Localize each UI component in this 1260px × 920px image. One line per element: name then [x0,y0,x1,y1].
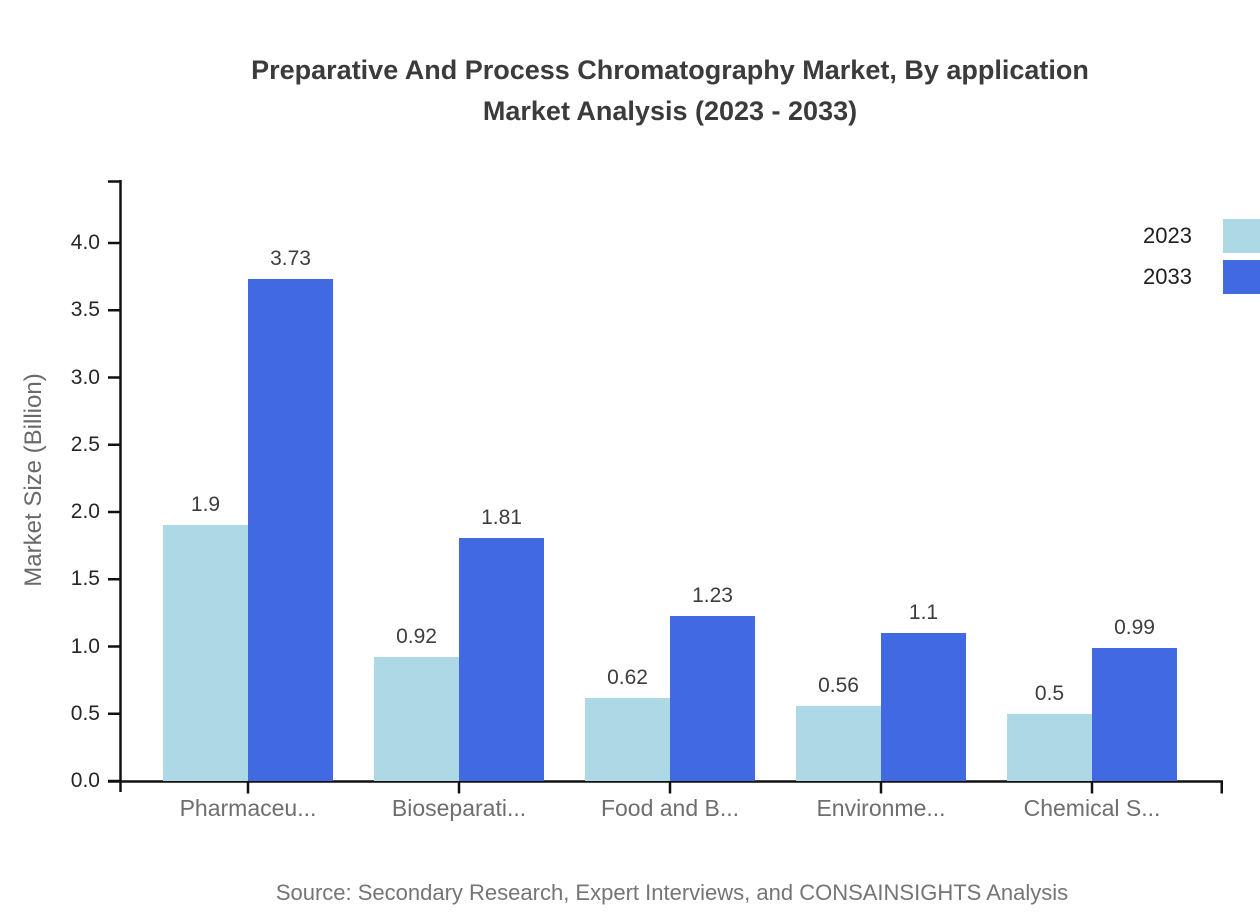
chart-title-line2: Market Analysis (2023 - 2033) [482,96,858,126]
x-tick-label: Chemical S... [1023,795,1161,821]
bar-2033-bioseparati [459,538,544,781]
bar-2033-environme [881,633,966,781]
x-tick-label: Environme... [816,795,946,821]
bar-value-label: 0.5 [1034,682,1065,705]
bar-value-label: 0.62 [607,666,648,689]
bar-2023-foodandb [585,698,670,781]
bar-2023-bioseparati [374,657,459,781]
bar-value-label: 0.92 [396,625,437,648]
y-tick-label: 1.5 [70,567,100,591]
bar-2023-pharmaceu [163,525,248,781]
legend-swatch-2033 [1223,260,1260,294]
legend-item-2023: 2023 [1143,219,1260,253]
legend-label-2023: 2023 [1143,223,1192,248]
chart-title-line1: Preparative And Process Chromatography M… [251,55,1089,85]
bar-value-label: 1.9 [190,493,221,516]
x-tick-label: Pharmaceu... [179,795,317,821]
y-tick-label: 0.0 [70,769,100,792]
x-tick-label: Food and B... [600,795,740,821]
bar-value-label: 0.56 [818,674,859,697]
bar-2033-foodandb [670,616,755,781]
y-tick-label: 2.5 [70,432,100,456]
bar-2023-environme [796,706,881,781]
source-attribution: Source: Secondary Research, Expert Inter… [275,880,1069,905]
legend-label-2033: 2033 [1143,264,1192,289]
bar-2033-pharmaceu [248,279,333,781]
bar-2033-chemicals [1092,648,1177,781]
bar-2023-chemicals [1007,714,1092,781]
legend-item-2033: 2033 [1143,260,1260,294]
chart-title: Preparative And Process Chromatography M… [80,50,1260,132]
bar-value-label: 1.23 [692,584,733,607]
y-tick-label: 4.0 [70,231,100,254]
bar-value-label: 1.1 [908,601,939,624]
legend: 2023 2033 [1143,219,1260,301]
legend-swatch-2023 [1223,219,1260,253]
bar-value-label: 3.73 [270,247,311,270]
bar-value-label: 1.81 [481,506,522,529]
y-tick-label: 3.5 [70,298,100,322]
x-tick-label: Bioseparati... [391,795,527,821]
y-tick-label: 3.0 [70,365,100,389]
bar-value-label: 0.99 [1114,616,1155,639]
y-tick-label: 2.0 [70,500,100,523]
y-tick-label: 1.0 [70,634,100,658]
y-tick-label: 0.5 [70,701,100,725]
